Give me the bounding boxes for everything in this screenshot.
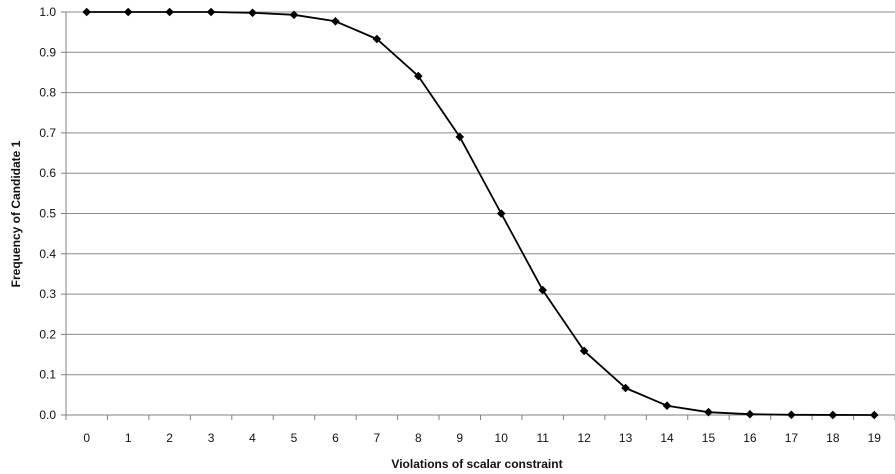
y-tick-label: 0.5 [39, 207, 56, 221]
x-tick-label: 12 [577, 431, 591, 445]
gridlines [66, 11, 895, 376]
data-point-marker [123, 7, 133, 17]
x-tick-label: 0 [83, 431, 90, 445]
data-point-marker [538, 285, 547, 295]
x-tick-label: 2 [166, 431, 173, 445]
data-point-marker [82, 7, 92, 17]
x-tick-label: 13 [619, 431, 633, 445]
x-tick-label: 5 [291, 431, 298, 445]
x-tick-label: 3 [208, 431, 215, 445]
x-axis-title: Violations of scalar constraint [391, 457, 562, 471]
x-tick-label: 18 [826, 431, 840, 445]
data-point-marker [372, 34, 382, 44]
data-point-marker [869, 410, 879, 420]
data-point-marker [787, 410, 796, 420]
y-tick-label: 0.1 [39, 368, 56, 382]
axes [61, 11, 895, 420]
data-point-marker [828, 410, 838, 420]
data-point-marker [248, 8, 257, 18]
x-tick-label: 1 [125, 431, 132, 445]
x-tick-label: 8 [415, 431, 422, 445]
data-point-marker [662, 401, 672, 411]
y-tick-label: 0.6 [39, 166, 56, 180]
y-tick-label: 0.8 [39, 86, 56, 100]
data-point-marker [289, 10, 299, 20]
data-point-marker [704, 407, 713, 417]
data-point-marker [621, 383, 630, 393]
x-tick-label: 10 [495, 431, 509, 445]
x-tick-label: 19 [868, 431, 882, 445]
x-tick-label: 7 [374, 431, 381, 445]
y-tick-label: 0.4 [39, 247, 56, 261]
x-tick-label: 16 [743, 431, 757, 445]
series [86, 11, 875, 416]
data-point-marker [579, 346, 589, 356]
markers [82, 7, 879, 420]
data-point-marker [165, 7, 174, 17]
x-tick-label: 15 [702, 431, 716, 445]
y-tick-label: 0.2 [39, 327, 56, 341]
data-point-marker [496, 209, 506, 218]
x-tick-label: 11 [536, 431, 549, 445]
x-tick-label: 17 [785, 431, 799, 445]
x-tick-label: 6 [332, 431, 339, 445]
series-line [86, 11, 875, 416]
y-tick-label: 0.9 [39, 45, 56, 59]
y-tick-label: 1.0 [39, 5, 56, 19]
y-axis-title: Frequency of Candidate 1 [9, 140, 23, 287]
data-point-marker [331, 16, 340, 26]
x-tick-label: 9 [456, 431, 463, 445]
data-point-marker [745, 409, 755, 419]
data-point-marker [455, 132, 465, 142]
y-tick-label: 0.0 [39, 408, 56, 422]
data-point-marker [206, 7, 216, 17]
x-tick-label: 14 [660, 431, 674, 445]
data-point-marker [414, 71, 423, 81]
x-tick-labels: 0 1 2 3 4 5 6 7 8 9 10 11 12 13 14 15 16 17 18 19 [83, 431, 881, 445]
x-tick-label: 4 [249, 431, 256, 445]
y-tick-labels: 0.0 0.1 0.2 0.3 0.4 0.5 0.6 0.7 0.8 0.9 1.0 [39, 5, 56, 422]
y-tick-label: 0.3 [39, 287, 56, 301]
y-tick-label: 0.7 [39, 126, 56, 140]
